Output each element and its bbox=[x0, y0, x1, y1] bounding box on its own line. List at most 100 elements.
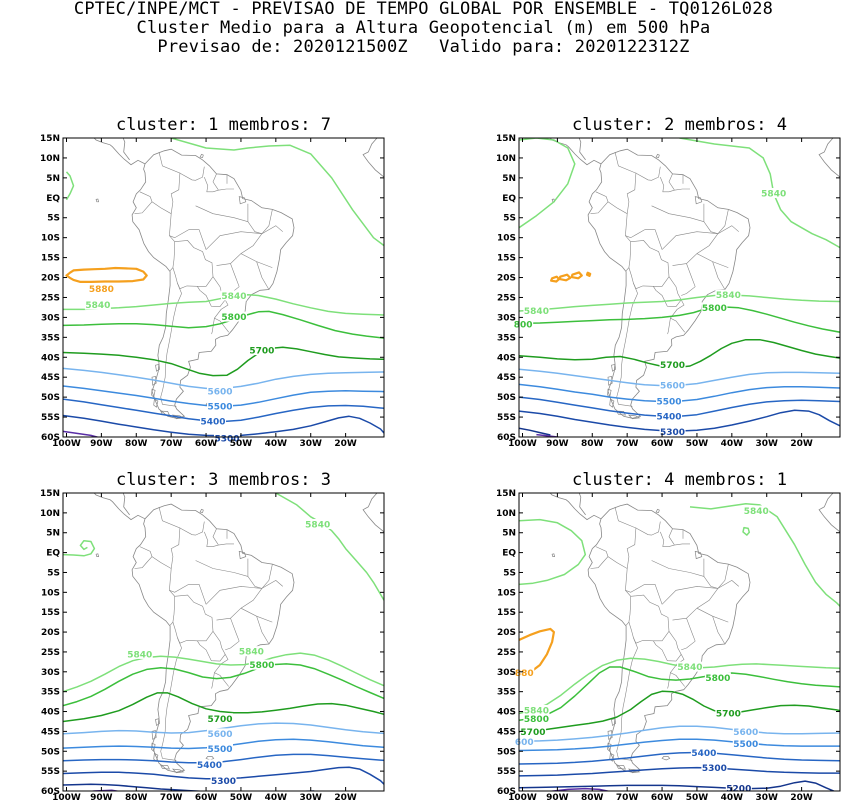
country-border bbox=[681, 640, 696, 651]
x-tick-label: 80W bbox=[125, 439, 148, 449]
country-border bbox=[216, 588, 263, 621]
y-tick-label: 5N bbox=[502, 529, 516, 539]
contour-line-5300 bbox=[63, 414, 384, 437]
island-outline bbox=[616, 764, 626, 770]
country-border bbox=[614, 506, 637, 569]
country-border bbox=[681, 286, 696, 296]
country-border bbox=[213, 654, 229, 687]
x-tick-label: 20W bbox=[790, 793, 813, 803]
contour-label: 5500 bbox=[657, 398, 682, 408]
y-tick-label: 10N bbox=[40, 154, 60, 164]
contour-label-bg bbox=[238, 646, 265, 657]
contour-label: 5600 bbox=[207, 387, 232, 397]
contour-label-bg bbox=[523, 713, 550, 724]
contour-label-bg bbox=[659, 426, 686, 437]
island-outline bbox=[694, 550, 703, 560]
country-border bbox=[635, 521, 661, 536]
contour-label: 5400 bbox=[691, 749, 716, 759]
island-outline bbox=[661, 756, 671, 761]
island-outline bbox=[199, 508, 204, 513]
contour-label: 5300 bbox=[211, 777, 236, 787]
contour-label-bg bbox=[701, 302, 728, 313]
south-america-coastline bbox=[131, 503, 295, 773]
x-tick-label: 100W bbox=[52, 439, 81, 449]
contour-label: 5840 bbox=[716, 291, 741, 301]
y-tick-label: 30S bbox=[497, 313, 516, 323]
caribbean-coastline bbox=[122, 493, 130, 516]
contour-line-5880a bbox=[550, 275, 561, 283]
y-tick-label: 30S bbox=[41, 668, 60, 678]
country-border bbox=[669, 299, 685, 333]
y-tick-label: 10S bbox=[497, 234, 516, 244]
map-panel-4: cluster: 4 membros: 18805840584058405800… bbox=[496, 470, 841, 803]
contour-label: 5500 bbox=[733, 740, 758, 750]
y-tick-label: 55S bbox=[41, 413, 60, 423]
y-tick-label: 35S bbox=[497, 688, 516, 698]
caribbean-coastline bbox=[122, 138, 130, 161]
panel-title: cluster: 3 membros: 3 bbox=[116, 470, 331, 490]
y-tick-label: 35S bbox=[41, 333, 60, 343]
country-border bbox=[205, 231, 262, 250]
x-tick-label: 70W bbox=[160, 793, 183, 803]
contour-label: 5840 bbox=[239, 648, 264, 658]
country-border bbox=[225, 640, 240, 651]
country-border bbox=[651, 205, 704, 222]
y-tick-label: 50S bbox=[41, 393, 60, 403]
y-tick-label: 15N bbox=[496, 489, 516, 499]
y-tick-label: 15S bbox=[41, 254, 60, 264]
x-tick-label: 80W bbox=[125, 793, 148, 803]
contour-line-5840a bbox=[519, 518, 587, 586]
y-tick-label: 15N bbox=[40, 489, 60, 499]
x-tick-label: 50W bbox=[230, 439, 253, 449]
x-tick-label: 70W bbox=[160, 439, 183, 449]
contour-label: 5800 bbox=[249, 661, 274, 671]
country-border bbox=[169, 584, 189, 593]
island-outline bbox=[199, 153, 204, 158]
contour-label-bg bbox=[213, 433, 240, 444]
country-border bbox=[211, 672, 215, 689]
country-border bbox=[703, 203, 718, 234]
contour-label: 5600 bbox=[733, 728, 758, 738]
contour-label: 5400 bbox=[201, 418, 226, 428]
contour-label: 800 bbox=[514, 320, 533, 330]
contour-line-5500 bbox=[519, 738, 840, 752]
y-tick-label: 5N bbox=[502, 174, 516, 184]
y-tick-label: 40S bbox=[497, 708, 516, 718]
south-america-coastline bbox=[131, 148, 295, 419]
contour-label-bg bbox=[207, 728, 234, 739]
y-tick-label: 50S bbox=[497, 747, 516, 757]
south-america-coastline bbox=[587, 148, 751, 419]
country-border bbox=[661, 586, 718, 605]
contour-line-5880b bbox=[558, 273, 572, 282]
y-tick-label: 25S bbox=[497, 648, 516, 658]
contour-line-5880d bbox=[585, 271, 592, 277]
map-panel-1: cluster: 1 membros: 7 5880 5840 5840 5800 570… bbox=[40, 115, 385, 449]
island-outline bbox=[153, 398, 159, 408]
x-tick-label: 20W bbox=[334, 793, 357, 803]
island-outline bbox=[607, 375, 613, 386]
country-border bbox=[179, 521, 205, 536]
country-border bbox=[651, 560, 704, 577]
contour-label: 5300 bbox=[702, 764, 727, 774]
country-border bbox=[160, 637, 182, 761]
y-tick-label: 5S bbox=[47, 568, 60, 578]
y-tick-label: 55S bbox=[41, 767, 60, 777]
contour-line-5840a bbox=[63, 539, 96, 557]
country-border bbox=[169, 229, 189, 239]
contour-label: 5800 bbox=[221, 313, 246, 323]
country-border bbox=[660, 531, 690, 547]
contour-label: 5700 bbox=[716, 710, 741, 720]
country-border bbox=[240, 607, 273, 623]
island-outline bbox=[151, 730, 157, 740]
island-outline bbox=[655, 153, 660, 158]
y-tick-label: 20S bbox=[497, 628, 516, 638]
island-outline bbox=[95, 553, 100, 557]
contour-line-5600 bbox=[63, 367, 384, 390]
contour-line-5880 bbox=[65, 266, 148, 283]
country-border bbox=[256, 616, 270, 645]
island-outline bbox=[238, 196, 247, 205]
island-outline bbox=[609, 398, 615, 408]
y-tick-label: 30S bbox=[497, 668, 516, 678]
y-tick-label: 50S bbox=[41, 747, 60, 757]
country-border bbox=[628, 240, 670, 290]
